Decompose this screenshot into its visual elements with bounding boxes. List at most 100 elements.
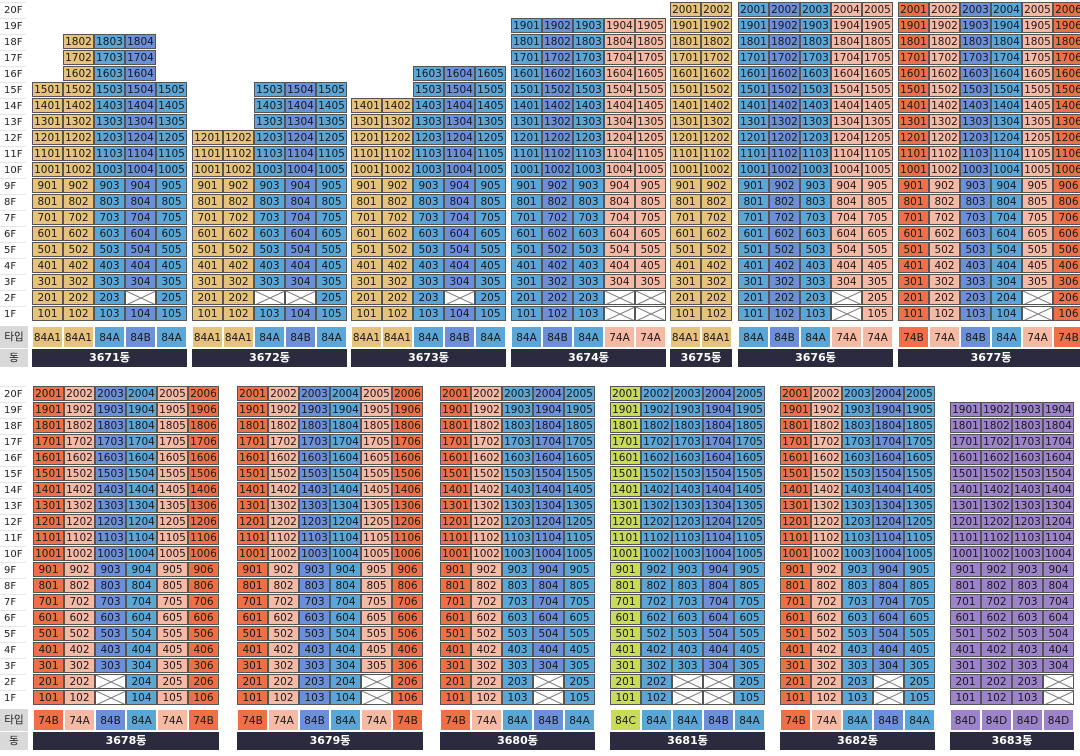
unit-cell[interactable]: 803 bbox=[413, 194, 444, 209]
unit-cell[interactable]: 505 bbox=[1022, 242, 1053, 257]
unit-cell[interactable]: 803 bbox=[502, 578, 533, 593]
unit-cell[interactable]: 1801 bbox=[738, 34, 769, 49]
unit-cell[interactable]: 1202 bbox=[64, 514, 95, 529]
unit-cell[interactable]: 1405 bbox=[475, 98, 506, 113]
unit-cell[interactable]: 1001 bbox=[33, 546, 64, 561]
unit-cell[interactable]: 504 bbox=[873, 626, 904, 641]
unit-cell[interactable]: 1802 bbox=[641, 418, 672, 433]
unit-cell[interactable]: 1801 bbox=[440, 418, 471, 433]
unit-cell[interactable]: 1902 bbox=[929, 18, 960, 33]
unit-cell[interactable]: 1301 bbox=[780, 498, 811, 513]
unit-cell[interactable]: 1604 bbox=[604, 66, 635, 81]
unit-cell[interactable]: 1506 bbox=[392, 466, 423, 481]
unit-cell[interactable]: 103 bbox=[413, 306, 444, 321]
unit-cell[interactable]: 201 bbox=[32, 290, 63, 305]
unit-cell[interactable]: 1304 bbox=[125, 114, 156, 129]
unit-cell[interactable]: 305 bbox=[361, 658, 392, 673]
unit-cell[interactable]: 404 bbox=[703, 642, 734, 657]
unit-cell[interactable]: 102 bbox=[223, 306, 254, 321]
unit-cell[interactable]: 1204 bbox=[991, 130, 1022, 145]
unit-cell[interactable]: 405 bbox=[904, 642, 935, 657]
unit-cell[interactable]: 2003 bbox=[842, 386, 873, 401]
unit-cell[interactable]: 503 bbox=[573, 242, 604, 257]
unit-cell[interactable]: 405 bbox=[475, 258, 506, 273]
unit-cell[interactable]: 1801 bbox=[898, 34, 929, 49]
unit-cell[interactable]: 1905 bbox=[862, 18, 893, 33]
unit-cell[interactable]: 1406 bbox=[188, 482, 219, 497]
unit-cell[interactable]: 1403 bbox=[299, 482, 330, 497]
unit-cell[interactable]: 605 bbox=[156, 226, 187, 241]
unit-cell[interactable]: 702 bbox=[929, 210, 960, 225]
unit-cell[interactable]: 1205 bbox=[904, 514, 935, 529]
unit-cell[interactable]: 1301 bbox=[950, 498, 981, 513]
unit-cell[interactable]: 105 bbox=[475, 306, 506, 321]
unit-cell[interactable]: 901 bbox=[780, 562, 811, 577]
unit-cell[interactable]: 2006 bbox=[1053, 2, 1080, 17]
unit-cell[interactable]: 1703 bbox=[95, 434, 126, 449]
unit-cell[interactable]: 1406 bbox=[392, 482, 423, 497]
unit-cell[interactable]: 1003 bbox=[502, 546, 533, 561]
unit-cell[interactable]: 1803 bbox=[95, 418, 126, 433]
unit-cell[interactable]: 102 bbox=[64, 690, 95, 705]
unit-cell[interactable]: 1506 bbox=[1053, 82, 1080, 97]
unit-cell[interactable]: 1501 bbox=[511, 82, 542, 97]
unit-cell[interactable]: 1202 bbox=[471, 514, 502, 529]
unit-cell[interactable]: 1903 bbox=[502, 402, 533, 417]
unit-cell[interactable]: 202 bbox=[471, 674, 502, 689]
unit-cell[interactable]: 1301 bbox=[898, 114, 929, 129]
unit-cell[interactable]: 805 bbox=[564, 578, 595, 593]
unit-cell[interactable]: 1504 bbox=[1043, 466, 1074, 481]
unit-cell[interactable]: 303 bbox=[299, 658, 330, 673]
unit-cell[interactable]: 1505 bbox=[157, 466, 188, 481]
unit-cell[interactable]: 1201 bbox=[738, 130, 769, 145]
unit-cell[interactable]: 1104 bbox=[1043, 530, 1074, 545]
unit-cell[interactable]: 904 bbox=[126, 562, 157, 577]
unit-cell[interactable]: 1401 bbox=[670, 98, 701, 113]
unit-cell[interactable]: 1405 bbox=[361, 482, 392, 497]
unit-cell[interactable]: 1502 bbox=[769, 82, 800, 97]
unit-cell[interactable]: 1003 bbox=[842, 546, 873, 561]
unit-cell[interactable]: 1303 bbox=[573, 114, 604, 129]
unit-cell[interactable]: 1204 bbox=[533, 514, 564, 529]
unit-cell[interactable]: 1201 bbox=[898, 130, 929, 145]
unit-cell[interactable]: 1203 bbox=[800, 130, 831, 145]
unit-cell[interactable]: 1102 bbox=[268, 530, 299, 545]
unit-cell[interactable]: 1404 bbox=[285, 98, 316, 113]
unit-cell[interactable]: 1105 bbox=[156, 146, 187, 161]
unit-cell[interactable]: 401 bbox=[780, 642, 811, 657]
unit-cell[interactable]: 1006 bbox=[188, 546, 219, 561]
unit-cell[interactable]: 1802 bbox=[701, 34, 732, 49]
unit-cell[interactable]: 1402 bbox=[929, 98, 960, 113]
unit-cell[interactable]: 1504 bbox=[604, 82, 635, 97]
unit-cell[interactable]: 1105 bbox=[361, 530, 392, 545]
unit-cell[interactable]: 1502 bbox=[268, 466, 299, 481]
unit-cell[interactable]: 501 bbox=[192, 242, 223, 257]
unit-cell[interactable]: 801 bbox=[192, 194, 223, 209]
unit-cell[interactable]: 201 bbox=[738, 290, 769, 305]
unit-cell[interactable]: 1502 bbox=[641, 466, 672, 481]
unit-cell[interactable]: 1904 bbox=[703, 402, 734, 417]
unit-cell[interactable]: 103 bbox=[254, 306, 285, 321]
unit-cell[interactable]: 501 bbox=[351, 242, 382, 257]
unit-cell[interactable]: 1202 bbox=[382, 130, 413, 145]
unit-cell[interactable]: 701 bbox=[738, 210, 769, 225]
unit-cell[interactable]: 1806 bbox=[1053, 34, 1080, 49]
unit-cell[interactable]: 304 bbox=[125, 274, 156, 289]
unit-cell[interactable]: 503 bbox=[95, 626, 126, 641]
unit-cell[interactable]: 704 bbox=[125, 210, 156, 225]
unit-cell[interactable]: 1603 bbox=[1012, 450, 1043, 465]
unit-cell[interactable]: 101 bbox=[780, 690, 811, 705]
unit-cell[interactable]: 1904 bbox=[1043, 402, 1074, 417]
unit-cell[interactable]: 1503 bbox=[502, 466, 533, 481]
unit-cell[interactable]: 1202 bbox=[929, 130, 960, 145]
unit-cell[interactable]: 1606 bbox=[188, 450, 219, 465]
unit-cell[interactable]: 2002 bbox=[64, 386, 95, 401]
unit-cell[interactable]: 502 bbox=[382, 242, 413, 257]
unit-cell[interactable]: 802 bbox=[701, 194, 732, 209]
unit-cell[interactable]: 1503 bbox=[1012, 466, 1043, 481]
unit-cell[interactable]: 1802 bbox=[268, 418, 299, 433]
unit-cell[interactable]: 1902 bbox=[981, 402, 1012, 417]
unit-cell[interactable]: 604 bbox=[330, 610, 361, 625]
building-label[interactable]: 3678동 bbox=[33, 732, 219, 750]
unit-cell[interactable]: 701 bbox=[440, 594, 471, 609]
